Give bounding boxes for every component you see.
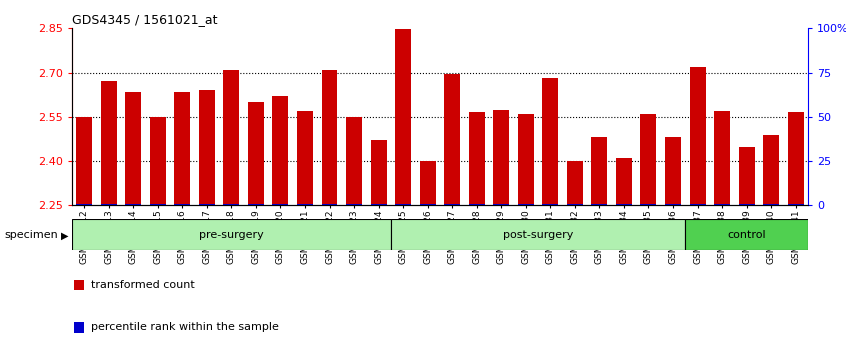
Bar — [665, 204, 681, 205]
Bar — [346, 118, 362, 205]
Bar — [542, 204, 558, 205]
Bar — [395, 29, 411, 205]
Bar — [420, 161, 436, 205]
Bar — [174, 204, 190, 205]
Bar — [199, 204, 215, 205]
Bar — [150, 204, 166, 205]
Bar — [391, 219, 685, 250]
Bar — [125, 204, 141, 205]
Bar — [714, 204, 730, 205]
Text: ▶: ▶ — [61, 230, 69, 240]
Bar — [248, 102, 264, 205]
Bar — [518, 204, 534, 205]
Bar — [420, 204, 436, 205]
Bar — [788, 204, 804, 205]
Bar — [223, 204, 239, 205]
Bar — [567, 161, 583, 205]
Bar — [640, 114, 656, 205]
Bar — [101, 81, 117, 205]
Bar — [76, 118, 92, 205]
Bar — [714, 111, 730, 205]
Bar — [591, 204, 607, 205]
Text: transformed count: transformed count — [91, 280, 195, 290]
Bar — [591, 137, 607, 205]
Bar — [685, 219, 808, 250]
Bar — [444, 204, 460, 205]
Bar — [567, 204, 583, 205]
Bar — [518, 114, 534, 205]
Bar — [763, 204, 779, 205]
Bar — [371, 141, 387, 205]
Bar — [174, 92, 190, 205]
Bar — [640, 204, 656, 205]
Bar — [248, 204, 264, 205]
Bar — [125, 92, 141, 205]
Bar — [272, 204, 288, 205]
Bar — [616, 158, 632, 205]
Bar — [542, 79, 558, 205]
Bar — [371, 204, 387, 205]
Bar — [76, 204, 92, 205]
Bar — [739, 204, 755, 205]
Bar — [395, 204, 411, 205]
Bar — [297, 111, 313, 205]
Text: control: control — [728, 229, 766, 240]
Bar — [689, 204, 706, 205]
Bar — [616, 204, 632, 205]
Bar — [150, 118, 166, 205]
Bar — [223, 70, 239, 205]
Bar — [101, 204, 117, 205]
Text: specimen: specimen — [4, 230, 58, 240]
Bar — [493, 110, 509, 205]
Bar — [665, 137, 681, 205]
Bar — [272, 96, 288, 205]
Bar — [689, 67, 706, 205]
Bar — [321, 204, 338, 205]
Text: pre-surgery: pre-surgery — [199, 229, 264, 240]
Bar — [444, 74, 460, 205]
Bar — [788, 112, 804, 205]
Bar — [469, 204, 485, 205]
Bar — [321, 70, 338, 205]
Bar — [763, 135, 779, 205]
Bar — [346, 204, 362, 205]
Bar — [469, 113, 485, 205]
Text: percentile rank within the sample: percentile rank within the sample — [91, 322, 278, 332]
Bar — [493, 204, 509, 205]
Text: post-surgery: post-surgery — [503, 229, 574, 240]
Bar — [199, 90, 215, 205]
Bar — [297, 204, 313, 205]
Bar — [739, 147, 755, 205]
Bar — [72, 219, 391, 250]
Text: GDS4345 / 1561021_at: GDS4345 / 1561021_at — [72, 13, 217, 26]
